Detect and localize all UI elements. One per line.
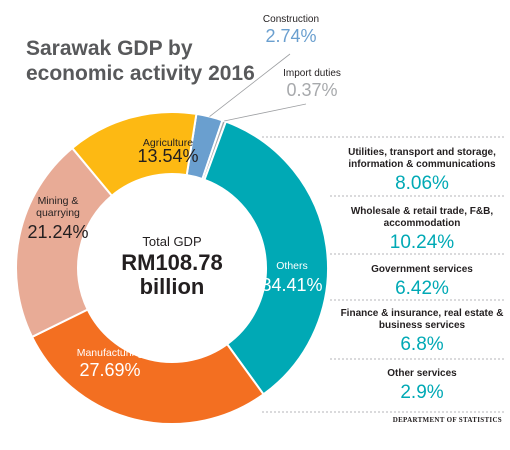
- breakdown-label: Finance & insurance, real estate & busin…: [340, 308, 504, 331]
- breakdown-label: Utilities, transport and storage, inform…: [348, 147, 496, 170]
- breakdown-value: 8.06%: [395, 173, 449, 194]
- slice-value-agriculture: 13.54%: [137, 146, 198, 166]
- breakdown-value: 2.9%: [400, 382, 444, 403]
- breakdown-value: 6.42%: [395, 278, 449, 299]
- breakdown-item-finance: Finance & insurance, real estate & busin…: [336, 308, 508, 356]
- slice-label-import-duties: Import duties: [283, 68, 341, 79]
- slice-value-import-duties: 0.37%: [286, 80, 337, 100]
- breakdown-label: Government services: [371, 264, 473, 275]
- breakdown-item-wholesale: Wholesale & retail trade, F&B, accommoda…: [336, 206, 508, 254]
- slice-label-construction: Construction: [263, 14, 319, 25]
- breakdown-item-other-services: Other services 2.9%: [336, 368, 508, 404]
- center-label: Total GDP: [142, 234, 201, 249]
- breakdown-item-government: Government services 6.42%: [336, 264, 508, 300]
- slice-label-others: Others: [276, 260, 308, 272]
- source-note: DEPARTMENT OF STATISTICS: [392, 416, 502, 424]
- leader-line-import-duties: [224, 103, 307, 122]
- slice-manufacturing: [30, 308, 265, 425]
- slice-value-construction: 2.74%: [265, 26, 316, 46]
- slice-label-mining-quarrying-line2: quarrying: [36, 207, 80, 219]
- breakdown-value: 6.8%: [400, 334, 444, 355]
- chart-title: Sarawak GDP by economic activity 2016: [26, 37, 255, 85]
- slice-label-agriculture: Agriculture: [143, 137, 193, 149]
- slice-value-others: 34.41%: [261, 275, 322, 295]
- slice-agriculture: [70, 111, 198, 198]
- slice-others: [203, 120, 329, 396]
- center-value-unit: billion: [140, 274, 205, 299]
- leader-line-construction: [209, 53, 291, 117]
- breakdown-label: Wholesale & retail trade, F&B, accommoda…: [350, 206, 494, 229]
- breakdown-value: 10.24%: [389, 232, 455, 253]
- slice-mining-quarrying: [15, 146, 114, 339]
- breakdown-item-utilities: Utilities, transport and storage, inform…: [336, 147, 508, 195]
- breakdown-label: Other services: [387, 368, 457, 379]
- slice-value-mining-quarrying: 21.24%: [27, 222, 88, 242]
- center-value: RM108.78: [121, 250, 223, 275]
- slice-label-manufacturing: Manufacturing: [77, 347, 144, 359]
- slice-value-manufacturing: 27.69%: [79, 360, 140, 380]
- slice-label-mining-quarrying: Mining &: [38, 195, 79, 207]
